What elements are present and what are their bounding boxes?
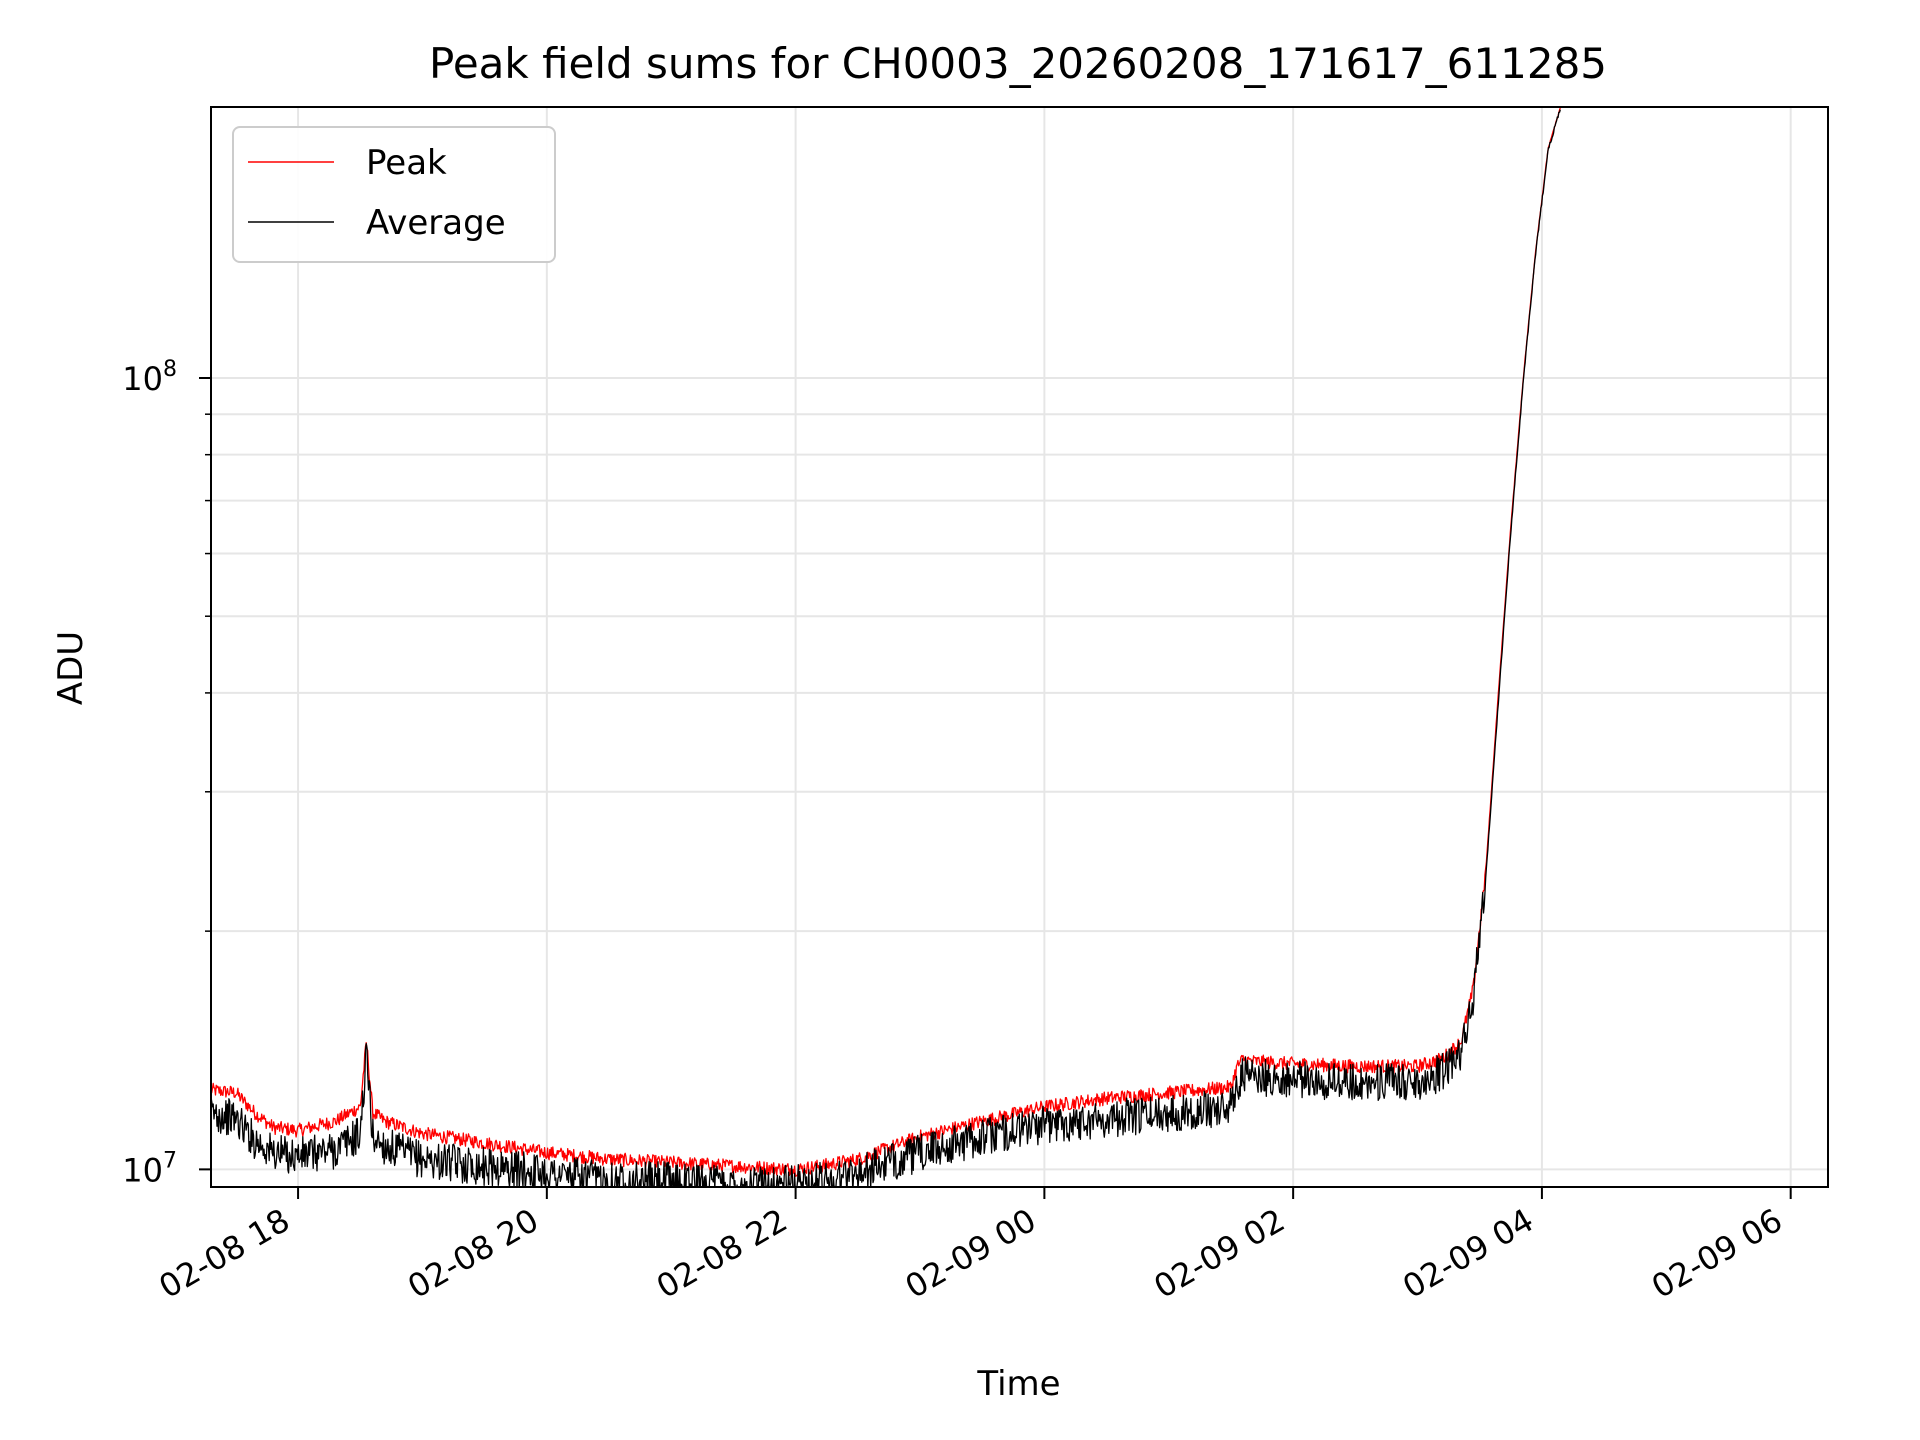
y-axis-label: ADU bbox=[51, 631, 91, 705]
legend-box bbox=[232, 126, 556, 263]
y-tick-label: 107 bbox=[122, 1148, 177, 1189]
series-group bbox=[211, 107, 1561, 1187]
grid-lines bbox=[211, 107, 1828, 1187]
legend-average-label: Average bbox=[366, 203, 506, 243]
x-axis-label: Time bbox=[976, 1364, 1060, 1404]
series-average-line bbox=[211, 109, 1561, 1187]
legend: Peak Average bbox=[232, 126, 556, 263]
y-tick-label: 108 bbox=[122, 357, 177, 398]
plot-frame bbox=[210, 106, 1829, 1188]
chart-title: Peak field sums for CH0003_20260208_1716… bbox=[429, 39, 1607, 88]
legend-peak-label: Peak bbox=[366, 143, 447, 183]
series-peak-line bbox=[211, 107, 1561, 1177]
y-axis-ticks: 107 108 bbox=[122, 357, 211, 1189]
